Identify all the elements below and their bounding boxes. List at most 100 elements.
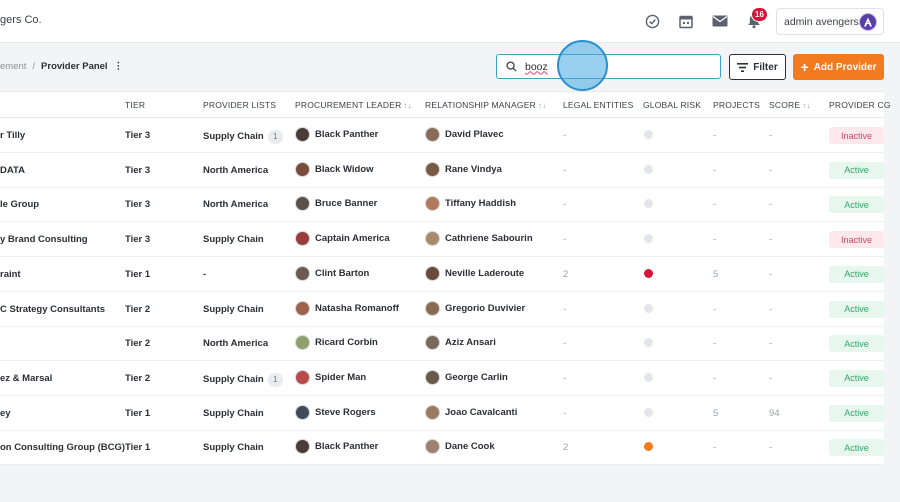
relationship-manager-cell: Tiffany Haddish bbox=[425, 196, 516, 212]
provider-name[interactable]: ez & Marsal bbox=[0, 372, 53, 384]
global-risk-indicator bbox=[644, 199, 653, 209]
relationship-manager-name: Dane Cook bbox=[445, 441, 495, 453]
provider-name[interactable]: le Group bbox=[0, 199, 40, 211]
provider-name[interactable]: DATA bbox=[0, 164, 25, 176]
calendar-icon[interactable] bbox=[677, 12, 695, 30]
avatar bbox=[425, 404, 440, 420]
tier-cell: Tier 2 bbox=[125, 372, 151, 384]
col-score[interactable]: SCORE ↑↓ bbox=[769, 100, 811, 110]
col-score-label: SCORE bbox=[769, 100, 801, 110]
procurement-leader-name: Ricard Corbin bbox=[315, 337, 378, 349]
provider-name[interactable]: raint bbox=[0, 268, 21, 280]
projects-cell: - bbox=[713, 372, 717, 384]
table-row[interactable]: C Strategy Consultants Tier 2 Supply Chain… bbox=[0, 292, 884, 327]
search-input[interactable]: booz bbox=[496, 54, 721, 79]
table-row[interactable]: r Tilly Tier 3 Supply Chain 1 Black Panther D… bbox=[0, 118, 884, 153]
tier-cell: Tier 1 bbox=[125, 268, 151, 280]
avatar bbox=[425, 335, 440, 351]
procurement-leader-cell: Black Panther bbox=[295, 439, 378, 455]
avatar bbox=[295, 404, 310, 420]
relationship-manager-cell: Gregorio Duvivier bbox=[425, 300, 525, 316]
relationship-manager-name: Neville Laderoute bbox=[445, 267, 525, 279]
table-row[interactable]: Tier 2 North America Ricard Corbin Aziz Ans… bbox=[0, 326, 884, 362]
provider-list-label: North America bbox=[203, 338, 269, 350]
sort-icon[interactable]: ↑↓ bbox=[537, 101, 547, 110]
user-menu[interactable]: admin avengers bbox=[776, 8, 884, 35]
col-tier[interactable]: TIER bbox=[125, 100, 146, 110]
status-badge: Active bbox=[829, 300, 884, 318]
col-provider-cg[interactable]: PROVIDER CG bbox=[829, 100, 891, 110]
col-procurement-leader[interactable]: PROCUREMENT LEADER ↑↓ bbox=[295, 100, 412, 110]
procurement-leader-cell: Clint Barton bbox=[295, 265, 370, 281]
check-circle-icon[interactable] bbox=[643, 12, 661, 30]
procurement-leader-name: Clint Barton bbox=[315, 267, 370, 279]
score-cell: - bbox=[769, 268, 773, 280]
provider-list-cell: Supply Chain bbox=[203, 408, 264, 419]
global-risk-indicator bbox=[644, 338, 653, 348]
kebab-menu-icon[interactable]: ⋮ bbox=[113, 61, 124, 72]
status-badge: Active bbox=[829, 439, 884, 457]
sort-icon[interactable]: ↑↓ bbox=[403, 101, 412, 110]
avatar bbox=[425, 161, 440, 177]
provider-list-cell: North America bbox=[203, 338, 268, 349]
col-projects[interactable]: PROJECTS bbox=[713, 100, 760, 110]
relationship-manager-cell: Aziz Ansari bbox=[425, 335, 496, 351]
relationship-manager-name: Aziz Ansari bbox=[445, 337, 496, 349]
global-risk-indicator bbox=[644, 164, 653, 174]
procurement-leader-cell: Black Panther bbox=[295, 127, 378, 142]
table-row[interactable]: DATA Tier 3 North America Black Widow Rane V… bbox=[0, 153, 884, 188]
tier-cell: Tier 1 bbox=[125, 442, 151, 454]
provider-list-cell: Supply Chain 1 bbox=[203, 372, 283, 387]
filter-button[interactable]: Filter bbox=[729, 54, 786, 80]
projects-cell: - bbox=[713, 442, 717, 454]
avatar bbox=[295, 300, 310, 316]
col-legal-entities[interactable]: LEGAL ENTITIES bbox=[563, 100, 634, 110]
providers-table: TIER PROVIDER LISTS PROCUREMENT LEADER ↑↓… bbox=[0, 91, 891, 466]
table-row[interactable]: ez & Marsal Tier 2 Supply Chain 1 Spider Man… bbox=[0, 361, 884, 396]
table-row[interactable]: on Consulting Group (BCG) Tier 1 Supply Ch… bbox=[0, 430, 884, 466]
provider-name[interactable]: C Strategy Consultants bbox=[0, 303, 106, 315]
relationship-manager-name: Cathriene Sabourin bbox=[445, 233, 533, 245]
breadcrumb-parent[interactable]: ement bbox=[0, 61, 27, 72]
provider-name[interactable]: y Brand Consulting bbox=[0, 234, 88, 246]
col-provider-lists[interactable]: PROVIDER LISTS bbox=[203, 100, 277, 110]
avatar bbox=[425, 196, 440, 212]
table-row[interactable]: le Group Tier 3 North America Bruce Banner T… bbox=[0, 187, 884, 223]
status-badge: Active bbox=[829, 265, 884, 283]
avatar bbox=[295, 335, 310, 351]
projects-cell: - bbox=[713, 338, 717, 350]
provider-name[interactable]: r Tilly bbox=[0, 130, 26, 141]
tier-cell: Tier 2 bbox=[125, 338, 151, 350]
provider-list-cell: Supply Chain bbox=[203, 442, 264, 453]
col-global-risk[interactable]: GLOBAL RISK bbox=[643, 100, 702, 110]
relationship-manager-name: Rane Vindya bbox=[445, 163, 502, 175]
sort-icon[interactable]: ↑↓ bbox=[802, 101, 811, 110]
add-provider-button[interactable]: + Add Provider bbox=[793, 54, 884, 80]
relationship-manager-cell: George Carlin bbox=[425, 369, 508, 385]
user-avatar bbox=[859, 13, 877, 31]
tier-cell: Tier 3 bbox=[125, 130, 151, 141]
score-cell: - bbox=[769, 164, 773, 176]
relationship-manager-name: Joao Cavalcanti bbox=[445, 406, 518, 418]
relationship-manager-cell: Dane Cook bbox=[425, 439, 495, 455]
avatar bbox=[295, 196, 310, 212]
score-cell: - bbox=[769, 234, 773, 246]
provider-list-cell: Supply Chain bbox=[203, 304, 264, 315]
procurement-leader-cell: Steve Rogers bbox=[295, 404, 376, 420]
score-cell: - bbox=[769, 303, 773, 315]
relationship-manager-name: David Plavec bbox=[445, 129, 504, 140]
table-row[interactable]: raint Tier 1 - Clint Barton Neville Laderout… bbox=[0, 257, 884, 292]
mail-icon[interactable] bbox=[711, 12, 729, 30]
table-row[interactable]: ey Tier 1 Supply Chain Steve Rogers Joao Cav… bbox=[0, 396, 884, 431]
breadcrumb-current: Provider Panel bbox=[41, 61, 108, 72]
provider-list-cell: North America bbox=[203, 165, 268, 176]
list-count-badge: 1 bbox=[267, 130, 283, 144]
provider-name[interactable]: on Consulting Group (BCG) bbox=[0, 442, 126, 454]
avatar bbox=[295, 439, 310, 455]
provider-name[interactable]: ey bbox=[0, 407, 11, 419]
col-relationship-manager[interactable]: RELATIONSHIP MANAGER ↑↓ bbox=[425, 100, 546, 110]
avatar bbox=[295, 265, 310, 281]
provider-list-label: Supply Chain bbox=[203, 442, 264, 454]
avatar bbox=[295, 369, 310, 385]
table-row[interactable]: y Brand Consulting Tier 3 Supply Chain Capt… bbox=[0, 222, 884, 258]
